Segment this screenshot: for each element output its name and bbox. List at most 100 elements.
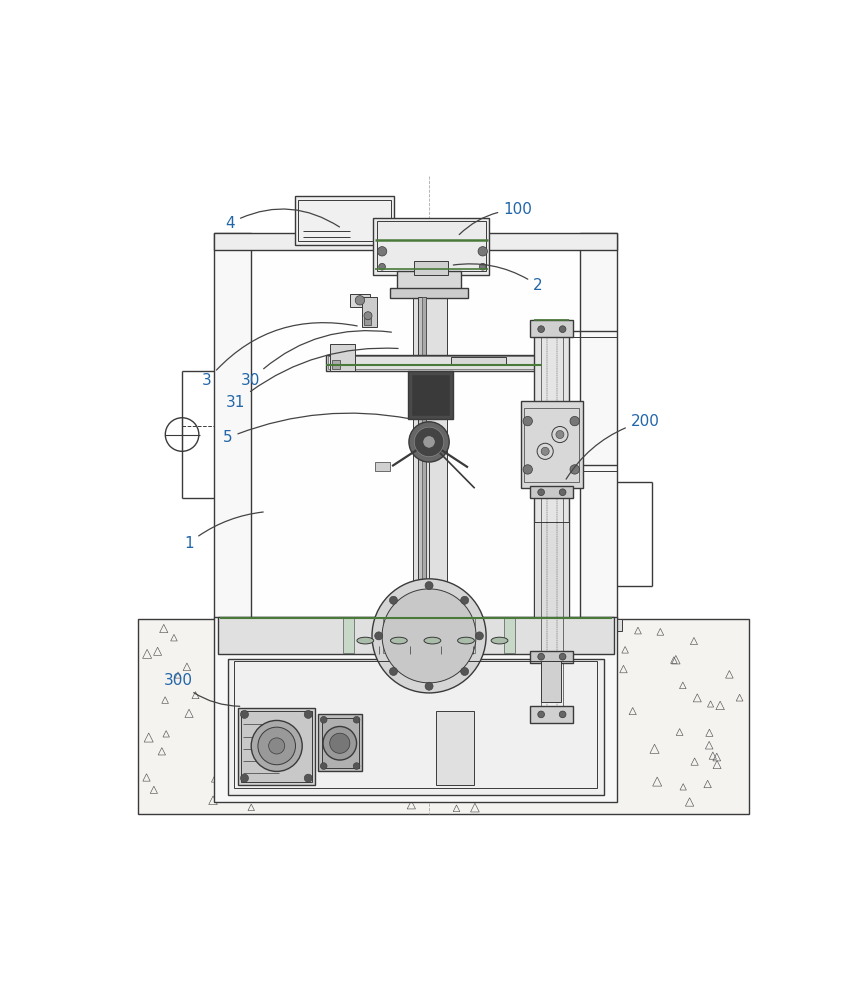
Bar	[413, 297, 447, 612]
Circle shape	[538, 489, 545, 496]
Text: 4: 4	[225, 209, 339, 231]
Text: 2: 2	[453, 264, 543, 293]
Bar	[241, 711, 312, 782]
Bar	[530, 486, 573, 498]
Circle shape	[378, 247, 387, 256]
Bar	[422, 297, 426, 612]
Circle shape	[320, 763, 327, 769]
Text: 5: 5	[223, 413, 409, 445]
Circle shape	[538, 711, 545, 718]
Bar	[214, 617, 617, 802]
Text: 200: 200	[566, 414, 660, 479]
Circle shape	[241, 710, 249, 718]
Circle shape	[559, 711, 566, 718]
Ellipse shape	[491, 637, 508, 644]
Bar	[530, 320, 573, 337]
Circle shape	[320, 716, 327, 723]
Circle shape	[364, 312, 372, 320]
Bar	[319, 714, 362, 771]
Circle shape	[304, 710, 313, 718]
Bar	[530, 706, 573, 723]
Text: 3: 3	[202, 323, 357, 388]
Bar	[580, 233, 617, 619]
Circle shape	[353, 763, 360, 769]
Bar	[228, 659, 604, 795]
Circle shape	[523, 416, 533, 426]
Circle shape	[355, 296, 365, 305]
Circle shape	[480, 263, 486, 270]
Bar	[350, 294, 370, 307]
Bar	[298, 200, 391, 241]
Ellipse shape	[357, 637, 374, 644]
Circle shape	[559, 489, 566, 496]
Circle shape	[461, 596, 469, 604]
Circle shape	[541, 447, 549, 455]
Bar	[408, 371, 453, 419]
Circle shape	[478, 247, 488, 256]
Circle shape	[251, 720, 302, 771]
Bar	[139, 619, 749, 814]
Circle shape	[425, 582, 433, 590]
Circle shape	[538, 326, 545, 333]
Bar	[235, 619, 247, 631]
Circle shape	[390, 596, 397, 604]
Bar	[362, 297, 377, 327]
Circle shape	[570, 465, 579, 474]
Text: 31: 31	[226, 348, 398, 410]
Circle shape	[559, 653, 566, 660]
Bar	[332, 360, 340, 369]
Bar	[377, 221, 486, 271]
Bar	[541, 661, 561, 702]
Circle shape	[304, 774, 313, 782]
Circle shape	[425, 682, 433, 690]
Bar	[220, 619, 232, 631]
Bar	[423, 618, 435, 653]
Bar	[534, 522, 569, 656]
Circle shape	[382, 589, 476, 683]
Bar	[328, 356, 540, 369]
Circle shape	[375, 632, 383, 640]
Circle shape	[475, 632, 483, 640]
Circle shape	[538, 653, 545, 660]
Circle shape	[559, 326, 566, 333]
Circle shape	[556, 431, 564, 439]
Bar	[235, 661, 597, 788]
Bar	[238, 708, 315, 785]
Bar	[521, 401, 583, 488]
Bar	[214, 233, 617, 250]
Bar	[214, 233, 251, 619]
Circle shape	[461, 667, 469, 675]
Bar	[397, 271, 462, 290]
Circle shape	[323, 726, 357, 760]
Circle shape	[414, 427, 443, 457]
Circle shape	[330, 733, 350, 753]
Bar	[611, 619, 623, 631]
Bar	[525, 408, 579, 482]
Bar	[418, 297, 426, 612]
Bar	[450, 357, 506, 364]
Bar	[384, 618, 394, 653]
Bar	[390, 288, 468, 298]
Bar	[375, 462, 390, 471]
Bar	[373, 218, 489, 275]
Ellipse shape	[424, 637, 441, 644]
Circle shape	[423, 437, 435, 447]
Circle shape	[258, 727, 295, 765]
Circle shape	[353, 716, 360, 723]
Bar	[534, 320, 569, 723]
Bar	[530, 651, 573, 663]
Bar	[411, 375, 449, 415]
Bar	[343, 618, 354, 653]
Bar	[294, 196, 394, 245]
Bar	[436, 711, 474, 785]
Circle shape	[390, 667, 397, 675]
Bar	[504, 618, 515, 653]
Ellipse shape	[457, 637, 475, 644]
Bar	[598, 619, 611, 631]
Circle shape	[241, 774, 249, 782]
Circle shape	[523, 465, 533, 474]
Bar	[414, 261, 448, 275]
Bar	[330, 344, 355, 371]
Bar	[321, 718, 359, 768]
Bar	[251, 233, 580, 619]
